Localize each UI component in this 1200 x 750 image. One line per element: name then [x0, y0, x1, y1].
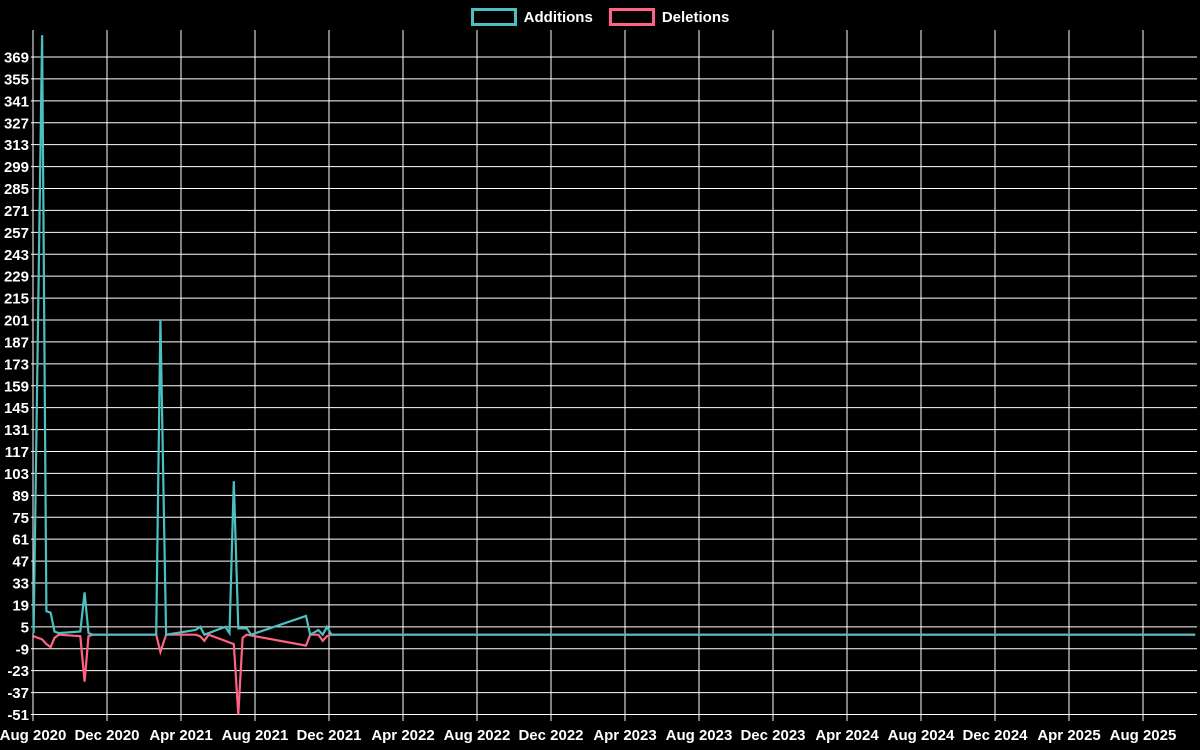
x-tick-label: Apr 2023 [593, 727, 656, 744]
deletions-legend-label: Deletions [661, 8, 730, 26]
x-tick-label: Dec 2021 [296, 727, 361, 744]
x-tick-label: Dec 2023 [740, 727, 805, 744]
y-tick-label: 299 [4, 159, 29, 176]
y-tick-label: 341 [4, 93, 29, 110]
y-tick-label: 61 [12, 532, 29, 549]
y-tick-label: 369 [4, 50, 29, 67]
y-tick-label: 271 [4, 203, 29, 220]
y-tick-label: 103 [4, 466, 29, 483]
x-tick-label: Aug 2023 [666, 727, 733, 744]
y-tick-label: 145 [4, 400, 29, 417]
y-tick-label: 243 [4, 247, 29, 264]
y-tick-label: -9 [16, 641, 29, 658]
deletions-line [33, 633, 1196, 715]
additions-swatch [470, 8, 517, 26]
y-tick-label: 355 [4, 71, 29, 88]
legend-item-additions[interactable]: Additions [470, 8, 593, 26]
x-tick-label: Aug 2022 [444, 727, 511, 744]
x-tick-label: Apr 2022 [371, 727, 434, 744]
x-tick-label: Aug 2025 [1110, 727, 1177, 744]
x-tick-label: Apr 2021 [149, 727, 212, 744]
y-tick-label: 47 [12, 554, 29, 571]
y-tick-label: 313 [4, 137, 29, 154]
y-tick-label: 5 [21, 619, 29, 636]
y-tick-label: 257 [4, 225, 29, 242]
x-tick-label: Dec 2024 [962, 727, 1028, 744]
additions-line [32, 35, 1196, 637]
y-tick-label: -37 [7, 685, 29, 702]
y-tick-label: 229 [4, 269, 29, 286]
deletions-swatch [608, 8, 655, 26]
y-tick-label: 173 [4, 356, 29, 373]
y-tick-label: 89 [12, 488, 29, 505]
y-tick-label: 201 [4, 313, 29, 330]
y-tick-label: -23 [7, 663, 29, 680]
legend-item-deletions[interactable]: Deletions [608, 8, 730, 26]
x-tick-label: Aug 2021 [222, 727, 289, 744]
y-tick-label: 327 [4, 115, 29, 132]
x-tick-label: Aug 2020 [0, 727, 66, 744]
y-tick-label: 159 [4, 378, 29, 395]
y-tick-label: 117 [5, 444, 29, 461]
y-tick-label: 285 [4, 181, 29, 198]
x-tick-label: Dec 2022 [518, 727, 583, 744]
y-tick-label: 215 [4, 291, 29, 308]
chart-legend: Additions Deletions [0, 6, 1200, 28]
x-tick-label: Dec 2020 [74, 727, 139, 744]
x-tick-label: Apr 2024 [815, 727, 879, 744]
x-tick-label: Apr 2025 [1037, 727, 1100, 744]
y-tick-label: 19 [12, 597, 29, 614]
y-tick-label: 75 [12, 510, 29, 527]
y-tick-label: 131 [4, 422, 29, 439]
x-tick-label: Aug 2024 [888, 727, 955, 744]
y-tick-label: 187 [4, 334, 29, 351]
additions-legend-label: Additions [523, 8, 593, 26]
y-tick-label: -51 [7, 707, 29, 724]
y-tick-label: 33 [12, 576, 29, 593]
